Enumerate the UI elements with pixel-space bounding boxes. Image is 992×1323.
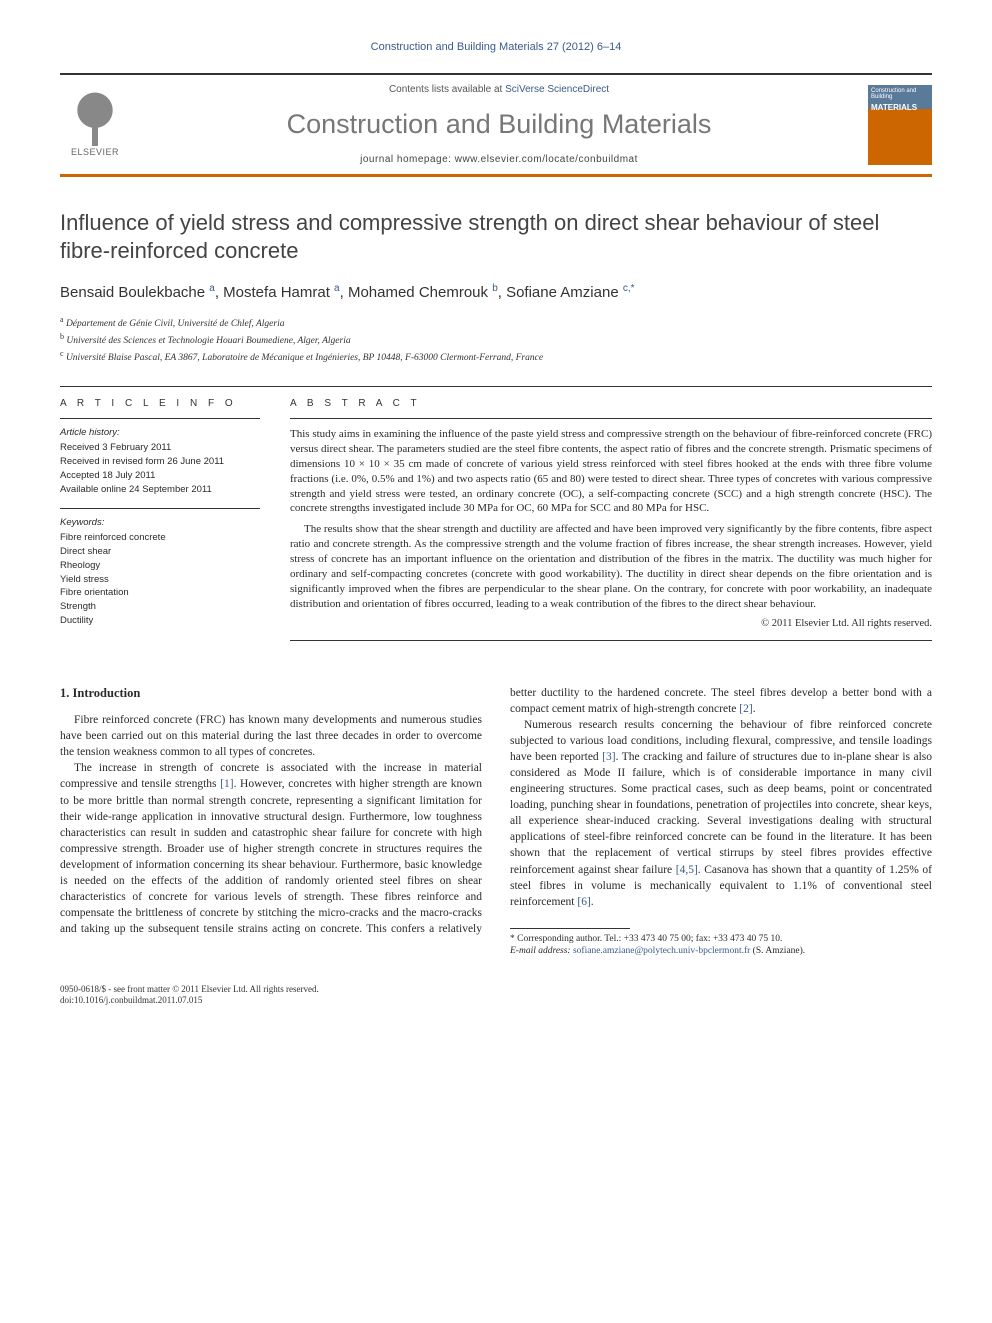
history-label: Article history: xyxy=(60,427,260,440)
contents-available-line: Contents lists available at SciVerse Sci… xyxy=(142,83,856,97)
cover-title-word: MATERIALS xyxy=(871,103,929,114)
affiliation-line: b Université des Sciences et Technologie… xyxy=(60,331,932,348)
ref-3-link[interactable]: [3] xyxy=(602,751,615,763)
ref-45-link[interactable]: [4,5] xyxy=(676,864,698,876)
journal-name: Construction and Building Materials xyxy=(142,106,856,142)
footer-doi: doi:10.1016/j.conbuildmat.2011.07.015 xyxy=(60,995,932,1007)
abstract-para-2: The results show that the shear strength… xyxy=(290,522,932,611)
ref-1-link[interactable]: [1] xyxy=(220,778,233,790)
journal-cover-thumbnail[interactable]: Construction and Building MATERIALS xyxy=(868,85,932,165)
p2b: . However, concretes with higher strengt… xyxy=(60,778,482,903)
header-center: Contents lists available at SciVerse Sci… xyxy=(142,83,856,166)
abstract-column: A B S T R A C T This study aims in exami… xyxy=(290,397,932,649)
info-rule-2 xyxy=(60,508,260,509)
p3b: . The cracking and failure of structures… xyxy=(510,751,932,876)
contents-prefix: Contents lists available at xyxy=(389,84,505,95)
homepage-prefix: journal homepage: xyxy=(360,154,455,165)
author-email-link[interactable]: sofiane.amziane@polytech.univ-bpclermont… xyxy=(573,946,750,956)
abstract-rule xyxy=(290,418,932,419)
authors-line: Bensaid Boulekbache a, Mostefa Hamrat a,… xyxy=(60,282,932,303)
info-rule-1 xyxy=(60,418,260,419)
sciencedirect-link[interactable]: SciVerse ScienceDirect xyxy=(505,84,609,95)
abstract-para-1: This study aims in examining the influen… xyxy=(290,427,932,516)
article-info-label: A R T I C L E I N F O xyxy=(60,397,260,411)
corresponding-author-footnote: * Corresponding author. Tel.: +33 473 40… xyxy=(510,933,932,945)
email-who: (S. Amziane). xyxy=(750,946,805,956)
affiliations: a Département de Génie Civil, Université… xyxy=(60,314,932,366)
keyword: Fibre orientation xyxy=(60,587,260,600)
history-line: Available online 24 September 2011 xyxy=(60,484,260,497)
keyword: Fibre reinforced concrete xyxy=(60,532,260,545)
intro-para-1: Fibre reinforced concrete (FRC) has know… xyxy=(60,712,482,760)
elsevier-tree-icon xyxy=(70,91,120,146)
affiliation-line: a Département de Génie Civil, Université… xyxy=(60,314,932,331)
history-line: Received 3 February 2011 xyxy=(60,442,260,455)
email-footnote: E-mail address: sofiane.amziane@polytech… xyxy=(510,945,932,957)
article-info-column: A R T I C L E I N F O Article history: R… xyxy=(60,397,260,649)
homepage-url[interactable]: www.elsevier.com/locate/conbuildmat xyxy=(455,154,638,165)
p3d: . xyxy=(591,896,594,908)
cover-title-top: Construction and Building xyxy=(871,88,929,101)
affiliation-line: c Université Blaise Pascal, EA 3867, Lab… xyxy=(60,348,932,365)
abstract-label: A B S T R A C T xyxy=(290,397,932,411)
article-title: Influence of yield stress and compressiv… xyxy=(60,209,932,264)
footnote-rule xyxy=(510,928,630,929)
journal-homepage: journal homepage: www.elsevier.com/locat… xyxy=(142,153,856,167)
keyword: Direct shear xyxy=(60,546,260,559)
keyword: Rheology xyxy=(60,560,260,573)
divider-rule xyxy=(60,386,932,387)
history-line: Accepted 18 July 2011 xyxy=(60,470,260,483)
journal-header: ELSEVIER Contents lists available at Sci… xyxy=(60,73,932,177)
history-line: Received in revised form 26 June 2011 xyxy=(60,456,260,469)
keyword: Strength xyxy=(60,601,260,614)
ref-2-link[interactable]: [2] xyxy=(739,703,752,715)
body-text: 1. Introduction Fibre reinforced concret… xyxy=(60,685,932,958)
journal-citation: Construction and Building Materials 27 (… xyxy=(60,40,932,55)
ref-6-link[interactable]: [6] xyxy=(577,896,590,908)
elsevier-logo[interactable]: ELSEVIER xyxy=(60,85,130,165)
email-label: E-mail address: xyxy=(510,946,573,956)
section-heading-intro: 1. Introduction xyxy=(60,685,482,703)
intro-para-3: Numerous research results concerning the… xyxy=(510,717,932,910)
keywords-label: Keywords: xyxy=(60,517,260,530)
abstract-copyright: © 2011 Elsevier Ltd. All rights reserved… xyxy=(290,617,932,631)
publisher-name: ELSEVIER xyxy=(71,146,119,158)
footer-copyright: 0950-0618/$ - see front matter © 2011 El… xyxy=(60,984,932,996)
keyword: Yield stress xyxy=(60,574,260,587)
info-abstract-row: A R T I C L E I N F O Article history: R… xyxy=(60,397,932,649)
keyword: Ductility xyxy=(60,615,260,628)
page-footer: 0950-0618/$ - see front matter © 2011 El… xyxy=(60,984,932,1007)
abstract-bottom-rule xyxy=(290,640,932,641)
p2d: . xyxy=(753,703,756,715)
